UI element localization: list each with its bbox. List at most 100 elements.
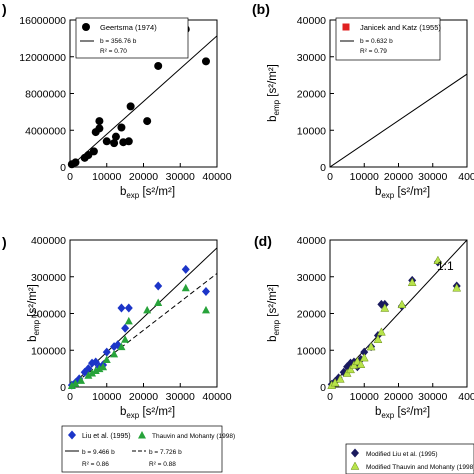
- legend-box: [335, 17, 441, 61]
- legend-label: b = 356.76 b: [100, 38, 137, 45]
- y-tick-label: 12000000: [19, 52, 66, 64]
- data-point: [88, 369, 97, 377]
- data-point: [373, 334, 383, 343]
- y-tick-label: 40000: [297, 235, 326, 247]
- data-point: [124, 316, 133, 325]
- data-point: [201, 286, 210, 296]
- legend-label: R² = 0.79: [360, 48, 387, 55]
- y-tick-label: 40000: [297, 15, 326, 27]
- legend-label: b = 9.466 b: [82, 449, 115, 456]
- data-point: [110, 139, 119, 148]
- fit-line: [70, 35, 217, 167]
- legend-label: Janicek and Katz (1955): [360, 23, 441, 32]
- data-point: [102, 137, 111, 146]
- legend-marker: [342, 23, 350, 31]
- legend-marker: [351, 448, 359, 458]
- data-point: [84, 371, 93, 379]
- legend-label: b = 7.726 b: [149, 449, 182, 456]
- data-point: [89, 147, 98, 156]
- y-tick-label: 20000: [297, 309, 326, 321]
- data-point: [71, 158, 80, 167]
- data-point: [99, 362, 108, 371]
- data-point: [360, 347, 369, 357]
- x-tick-label: 0: [67, 171, 73, 183]
- x-tick-label: 40000: [202, 171, 231, 183]
- y-axis-label: bemp [s²/m²]: [267, 64, 281, 122]
- data-point: [359, 353, 369, 362]
- legend-box: [75, 17, 189, 59]
- data-point: [111, 132, 120, 141]
- data-point: [121, 323, 130, 333]
- y-axis-label: bemp [s²/m²]: [267, 284, 281, 342]
- annotation-label: 1:1: [437, 259, 454, 273]
- x-tick-label: 10000: [350, 391, 379, 403]
- x-tick-label: 0: [67, 391, 73, 403]
- x-tick-label: 0: [327, 171, 333, 183]
- data-point: [102, 347, 111, 357]
- panel-1: 0 10000 20000 30000 40000 0 4000000 8000000 1200…: [2, 1, 232, 200]
- series: [327, 255, 462, 389]
- y-tick-label: 4000000: [25, 125, 66, 137]
- x-tick-label: 10000: [92, 391, 121, 403]
- data-point: [181, 283, 190, 292]
- data-point: [143, 117, 152, 126]
- y-tick-label: 0: [320, 162, 326, 174]
- series: [67, 264, 210, 390]
- panel-2: 0 10000 20000 30000 400 0 10000 20000 30000 40000…: [252, 1, 474, 200]
- legend-label: R² = 0.88: [149, 461, 176, 468]
- y-tick-label: 400000: [31, 235, 66, 247]
- data-point: [397, 299, 407, 309]
- series: [327, 257, 461, 389]
- x-tick-label: 20000: [384, 391, 413, 403]
- x-tick-label: 10000: [92, 171, 121, 183]
- legend: Janicek and Katz (1955) b = 0.632 b R² = 0…: [335, 17, 441, 61]
- data-point: [126, 102, 135, 111]
- data-point: [67, 381, 76, 390]
- data-point: [346, 364, 355, 374]
- x-tick-label: 400: [458, 171, 474, 183]
- panel-4: 0 10000 20000 30000 400 0 10000 20000 30000 40000…: [254, 233, 474, 474]
- x-tick-label: 20000: [129, 171, 158, 183]
- x-tick-label: 30000: [418, 171, 447, 183]
- legend-marker: [350, 461, 360, 470]
- data-point: [117, 303, 126, 313]
- legend-marker: [138, 431, 146, 439]
- data-point: [154, 281, 163, 291]
- data-point: [154, 298, 163, 306]
- x-tick-label: 0: [327, 391, 333, 403]
- y-tick-label: 30000: [297, 272, 326, 284]
- fit-line: [330, 73, 467, 167]
- panel-3: 0 10000 20000 30000 400000100000200000300000…: [2, 234, 235, 473]
- data-point: [201, 305, 210, 314]
- panel-label: (b): [252, 1, 270, 17]
- y-tick-label: 16000000: [19, 15, 66, 27]
- legend-label: Geertsma (1974): [100, 23, 157, 32]
- data-point: [376, 327, 386, 336]
- legend: Geertsma (1974) b = 356.76 b R² = 0.70: [75, 17, 189, 59]
- y-tick-label: 10000: [297, 345, 326, 357]
- x-tick-label: 30000: [166, 391, 195, 403]
- panel-label: ): [2, 1, 7, 17]
- data-point: [102, 355, 111, 363]
- data-point: [95, 124, 104, 133]
- legend-label: Thauvin and Mohanty (1998): [152, 433, 235, 440]
- data-point: [121, 335, 130, 343]
- data-point: [143, 305, 152, 314]
- x-tick-label: 40000: [202, 391, 231, 403]
- y-tick-label: 10000: [297, 125, 326, 137]
- legend-marker: [68, 430, 76, 440]
- data-point: [366, 342, 376, 351]
- legend-marker: [82, 23, 90, 31]
- y-tick-label: 0: [320, 382, 326, 394]
- y-tick-label: 200000: [31, 309, 66, 321]
- panel-label: ): [2, 234, 7, 250]
- x-tick-label: 30000: [166, 171, 195, 183]
- data-point: [201, 57, 210, 66]
- y-tick-label: 30000: [297, 52, 326, 64]
- x-axis-label: bexp [s²/m²]: [120, 406, 175, 420]
- x-tick-label: 400: [458, 391, 474, 403]
- legend-label: R² = 0.70: [100, 48, 127, 55]
- x-tick-label: 30000: [418, 391, 447, 403]
- data-point: [407, 277, 417, 287]
